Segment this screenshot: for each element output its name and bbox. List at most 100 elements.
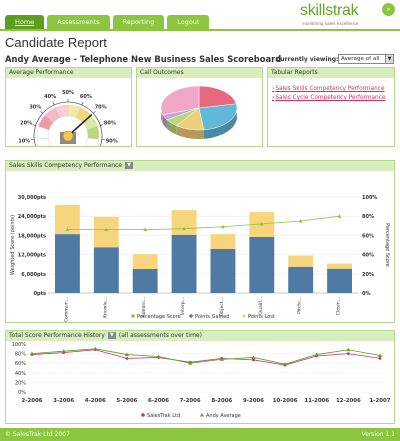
arrow-circle-icon: »: [382, 3, 395, 16]
x-tick-label: Knowle...: [102, 297, 108, 318]
y2-tick-label: 80%: [362, 214, 374, 220]
history-line-chart: 0% 20% 40% 60% 80% 100% 2-2006 3-2006 4-2006 5-20…: [12, 342, 391, 419]
series-marker: [314, 352, 319, 357]
history-chart-panel: Total Score Performance History ▼ (all ass…: [5, 330, 395, 424]
tabular-reports-panel: Tabular Reports ›Sales Skills Competency…: [267, 67, 395, 147]
x-tick-label: 12-2006: [336, 398, 361, 404]
link-sales-cycle-report[interactable]: ›Sales Cycle Competency Performance: [272, 95, 386, 101]
percentage-marker: [143, 227, 148, 232]
legend-marker: [189, 314, 193, 318]
average-performance-panel: Average Performance 0%10%20%30%40%50%60%…: [5, 67, 132, 162]
tab-logout[interactable]: Logout: [167, 15, 210, 29]
legend-label: SalesTrak Ltd: [147, 413, 180, 419]
percentage-marker: [337, 214, 342, 218]
competency-chart-panel: Sales Skills Competency Performance ▼ 0pt…: [5, 160, 395, 323]
x-tick-label: Commun...: [63, 297, 69, 322]
pie-slice-side: [166, 119, 177, 135]
series-marker: [156, 354, 161, 358]
copyright-text: © SalesTrak Ltd 2007: [5, 431, 70, 438]
percentage-marker: [220, 224, 225, 229]
gauge-needle: [67, 113, 93, 137]
series-marker: [30, 351, 34, 356]
series-line: [31, 348, 381, 365]
percentage-marker: [182, 226, 187, 231]
y-axis-title: Weighted Score (points): [10, 215, 16, 275]
series-marker: [125, 357, 129, 360]
bar-points-lost: [132, 254, 158, 269]
gauge-tick-label: 20%: [20, 120, 32, 126]
gauge-tick-label: 50%: [62, 90, 74, 96]
gauge-tick-label: 60%: [80, 94, 92, 100]
viewing-select[interactable]: Average of all ▼: [338, 54, 394, 64]
gauge-tick-label: 10%: [18, 139, 30, 145]
bar-points-lost: [327, 263, 353, 269]
y-tick-label: 60%: [15, 361, 26, 367]
pie-slice-side: [203, 103, 237, 139]
pie-slice-side: [162, 114, 167, 129]
bar-points-gained: [132, 269, 158, 293]
logo-text: skillstrak: [300, 2, 359, 19]
x-tick-label: 4-2006: [85, 398, 106, 404]
top-navigation: Home Assessments Reporting Logout skills…: [0, 0, 400, 31]
y-tick-label: 0%: [18, 390, 26, 396]
gauge-tick-label: 30%: [29, 105, 41, 111]
viewing-label: Currently viewing:: [276, 56, 339, 63]
percentage-marker: [298, 219, 303, 223]
panel-subtitle: (all assessments over time): [118, 332, 202, 339]
x-tick-label: Admini...: [141, 297, 147, 317]
gauge-tick: [81, 102, 84, 106]
legend-marker: [200, 413, 204, 417]
x-tick-label: 1-2007: [370, 398, 391, 404]
y-tick-label: 0pts: [34, 291, 46, 297]
panel-title: Average Performance: [6, 68, 131, 78]
series-marker: [283, 362, 288, 366]
x-tick-label: Pitchi...: [297, 297, 303, 314]
series-marker: [252, 358, 255, 362]
tab-assessments[interactable]: Assessments: [47, 15, 110, 29]
y-tick-label: 40%: [15, 371, 26, 377]
y-tick-label: 80%: [15, 352, 26, 358]
series-marker: [124, 352, 129, 357]
nav-tabs: Home Assessments Reporting Logout: [5, 15, 210, 29]
tab-reporting[interactable]: Reporting: [112, 15, 165, 29]
series-line: [31, 349, 381, 366]
y-tick-label: 12,000pts: [18, 253, 46, 259]
percentage-marker: [259, 221, 264, 226]
tab-home[interactable]: Home: [5, 15, 45, 29]
performance-gauge: 0%10%20%30%40%50%60%70%80%90%100%: [18, 90, 117, 162]
chevron-down-icon[interactable]: ▼: [385, 55, 393, 63]
y2-axis-title: Percentage Score: [384, 223, 390, 267]
gauge-tick: [100, 124, 104, 126]
bar-points-lost: [171, 210, 197, 235]
gauge-tick-label: 40%: [44, 94, 56, 100]
gauge-segment: [85, 137, 100, 152]
version-text: Version 1.1: [361, 431, 395, 438]
y2-tick-label: 20%: [362, 272, 374, 278]
percentage-line: [67, 215, 340, 231]
percentage-marker: [65, 227, 70, 232]
y-tick-label: 30,000pts: [18, 195, 46, 201]
skillstrak-logo: skillstrak monitoring sales excellence »: [300, 2, 396, 30]
legend-marker: [141, 413, 145, 417]
link-sales-skills-report[interactable]: ›Sales Skills Competency Performance: [272, 86, 385, 92]
x-tick-label: 3-2006: [53, 398, 74, 404]
x-tick-label: 7-2006: [180, 398, 201, 404]
series-marker: [93, 346, 98, 351]
legend-label: Andy Average: [206, 413, 241, 419]
legend-marker: [242, 314, 246, 318]
chevron-down-icon[interactable]: ▼: [107, 332, 116, 339]
nav-divider: [0, 29, 400, 31]
legend-label: Points Gained: [195, 314, 229, 320]
panel-title: Total Score Performance History: [9, 332, 105, 339]
x-tick-label: Object...: [219, 297, 225, 316]
bar-points-gained: [54, 234, 80, 293]
y-tick-label: 20%: [15, 380, 26, 386]
competency-bar-chart: 0pts 6,000pts 12,000pts 18,000pts 24,000pts 3…: [10, 195, 390, 322]
bar-points-gained: [171, 234, 197, 293]
y-tick-label: 6,000pts: [21, 272, 46, 278]
percentage-marker: [104, 227, 109, 232]
gauge-tick: [40, 110, 43, 114]
chevron-down-icon[interactable]: ▼: [125, 162, 134, 169]
bar-points-gained: [210, 248, 236, 293]
panel-title: Tabular Reports: [268, 68, 394, 78]
